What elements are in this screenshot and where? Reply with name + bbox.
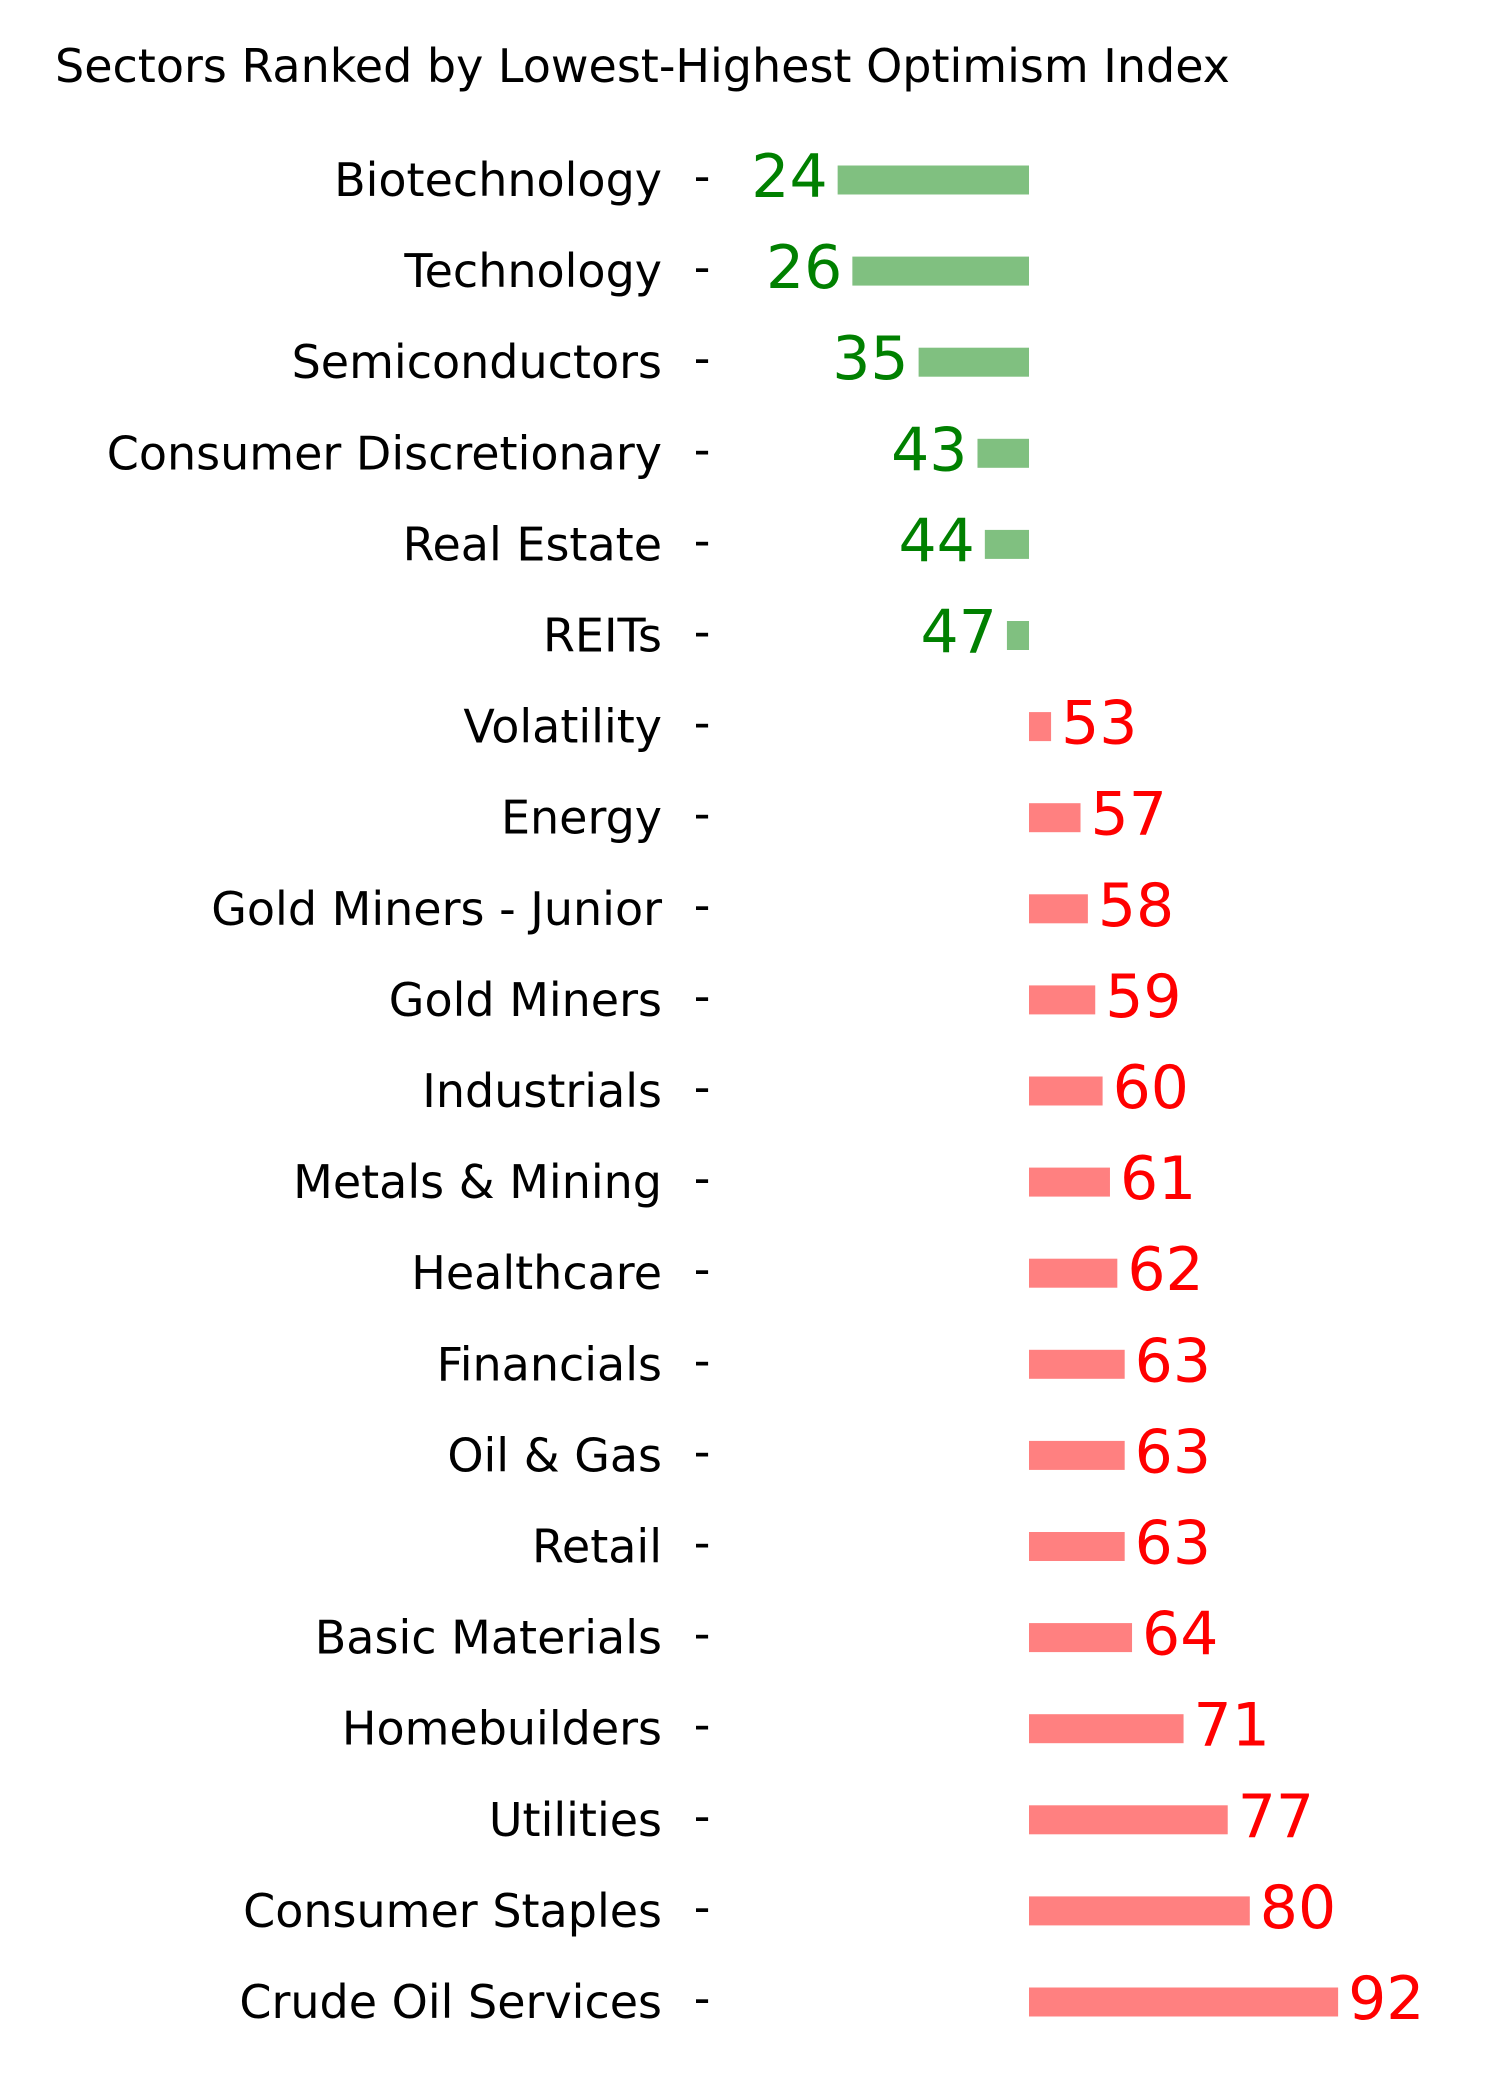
category-label: Biotechnology [334, 153, 662, 207]
y-tick-mark: - [694, 1971, 711, 2025]
category-label: Retail [532, 1520, 662, 1574]
y-tick-mark: - [694, 1151, 711, 1205]
y-tick-mark: - [694, 696, 711, 750]
category-label: REITs [543, 609, 662, 663]
value-label: 71 [1194, 1691, 1270, 1761]
category-label: Crude Oil Services [239, 1975, 662, 2029]
value-label: 35 [832, 324, 908, 394]
bar [852, 256, 1029, 286]
y-tick-mark: - [694, 513, 711, 567]
category-label: Volatility [463, 700, 662, 754]
category-label: Healthcare [411, 1246, 662, 1300]
value-label: 64 [1142, 1600, 1218, 1670]
bar [1029, 985, 1096, 1015]
value-label: 59 [1105, 962, 1181, 1032]
bar [1029, 1076, 1103, 1106]
y-tick-mark: - [694, 1698, 711, 1752]
value-label: 77 [1238, 1782, 1314, 1852]
value-label: 80 [1260, 1873, 1336, 1943]
value-label: 60 [1113, 1053, 1189, 1123]
y-tick-mark: - [694, 1607, 711, 1661]
bar [1029, 1349, 1125, 1379]
value-label: 61 [1120, 1144, 1196, 1214]
y-tick-mark: - [694, 787, 711, 841]
bar [1006, 621, 1029, 650]
y-tick-mark: - [694, 878, 711, 932]
bar [918, 347, 1029, 377]
value-label: 53 [1061, 689, 1137, 759]
bar [977, 438, 1029, 468]
y-tick-mark: - [694, 1333, 711, 1387]
bar [1029, 1440, 1125, 1470]
y-tick-mark: - [694, 1060, 711, 1114]
value-label: 43 [891, 415, 967, 485]
bar [1029, 1714, 1184, 1744]
value-label: 47 [921, 598, 997, 668]
y-tick-mark: - [694, 969, 711, 1023]
category-label: Homebuilders [342, 1702, 662, 1756]
category-label: Industrials [422, 1064, 662, 1118]
value-label: 44 [898, 506, 974, 576]
value-label: 63 [1135, 1509, 1211, 1579]
category-label: Technology [403, 244, 662, 298]
y-tick-mark: - [694, 240, 711, 294]
value-label: 57 [1091, 780, 1167, 850]
bar [1029, 1987, 1339, 2017]
category-label: Gold Miners - Junior [211, 882, 662, 936]
value-label: 92 [1348, 1964, 1424, 2034]
value-label: 24 [751, 142, 827, 212]
value-label: 58 [1098, 871, 1174, 941]
category-label: Gold Miners [389, 973, 662, 1027]
bar [1029, 803, 1081, 833]
bar [1029, 1805, 1228, 1835]
bar [1029, 894, 1088, 924]
category-label: Energy [501, 791, 662, 845]
bar [1029, 712, 1052, 742]
y-tick-mark: - [694, 1424, 711, 1478]
category-label: Consumer Staples [243, 1884, 662, 1938]
bar [984, 529, 1029, 559]
value-label: 62 [1127, 1235, 1203, 1305]
category-label: Consumer Discretionary [107, 426, 662, 480]
bar [1029, 1623, 1133, 1653]
category-label: Oil & Gas [447, 1428, 662, 1482]
value-label: 63 [1135, 1326, 1211, 1396]
y-tick-mark: - [694, 1880, 711, 1934]
y-tick-mark: - [694, 331, 711, 385]
chart-title: Sectors Ranked by Lowest-Highest Optimis… [55, 39, 1230, 93]
y-tick-mark: - [694, 149, 711, 203]
y-tick-mark: - [694, 1789, 711, 1843]
bar [1029, 1167, 1110, 1197]
category-label: Utilities [489, 1793, 662, 1847]
y-tick-mark: - [694, 1242, 711, 1296]
bar [1029, 1532, 1125, 1561]
y-tick-mark: - [694, 1516, 711, 1570]
category-label: Semiconductors [292, 335, 662, 389]
value-label: 63 [1135, 1417, 1211, 1487]
bar [1029, 1258, 1118, 1288]
category-label: Real Estate [403, 517, 662, 571]
category-label: Metals & Mining [293, 1155, 662, 1209]
category-label: Financials [437, 1337, 662, 1391]
category-label: Basic Materials [315, 1611, 662, 1665]
y-tick-mark: - [694, 422, 711, 476]
value-label: 26 [766, 233, 842, 303]
bar [1029, 1896, 1250, 1926]
bar [837, 165, 1029, 195]
y-tick-mark: - [694, 605, 711, 659]
